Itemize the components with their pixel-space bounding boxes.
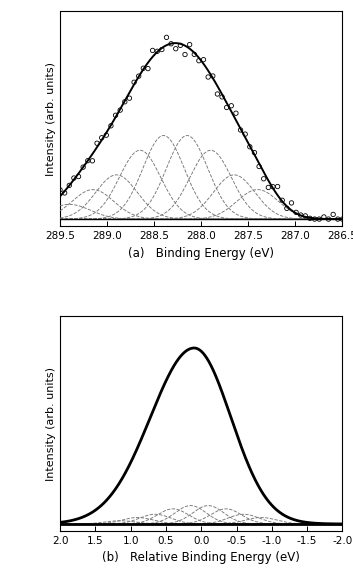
Point [122,97,128,106]
Point [326,215,331,224]
Point [247,142,253,151]
Point [270,182,276,191]
X-axis label: (a)   Binding Energy (eV): (a) Binding Energy (eV) [128,247,274,260]
Point [205,73,211,82]
Point [298,211,304,220]
Point [159,45,165,54]
Point [243,130,248,139]
Point [168,39,174,49]
Point [187,40,192,49]
Point [76,172,81,181]
Point [117,106,123,115]
Point [335,215,341,224]
Point [284,204,290,213]
Point [131,78,137,87]
Point [275,182,280,191]
Point [215,90,220,99]
Point [265,183,271,192]
Y-axis label: Intensity (arb. units): Intensity (arb. units) [46,367,56,481]
Point [136,71,142,81]
Point [113,111,118,120]
Point [140,63,146,73]
Point [280,196,285,205]
Point [261,174,267,183]
Point [85,156,91,165]
Point [127,94,132,103]
Point [62,188,67,198]
Point [219,93,225,102]
Point [196,56,202,65]
Point [178,41,183,50]
Point [289,198,294,207]
Point [150,46,155,55]
Point [330,210,336,219]
Point [307,214,313,223]
Point [66,181,72,190]
Point [201,55,207,65]
Point [145,64,151,73]
Point [238,126,243,135]
Point [316,215,322,224]
Point [228,101,234,110]
Point [57,185,63,194]
Point [71,174,77,183]
Point [164,33,169,42]
Point [321,212,327,222]
Point [103,131,109,140]
Point [256,162,262,171]
Point [312,215,317,224]
Point [90,156,95,166]
Point [293,208,299,217]
Point [182,50,188,59]
Point [340,215,345,224]
Point [233,108,239,118]
Point [173,44,179,53]
Point [80,163,86,172]
Point [154,47,160,56]
Point [210,71,216,81]
Point [108,121,114,130]
Point [94,139,100,148]
Point [303,211,308,220]
Point [99,133,104,142]
X-axis label: (b)   Relative Binding Energy (eV): (b) Relative Binding Energy (eV) [102,552,300,565]
Y-axis label: Intensity (arb. units): Intensity (arb. units) [46,62,56,176]
Point [191,50,197,59]
Point [252,148,257,157]
Point [224,103,229,112]
